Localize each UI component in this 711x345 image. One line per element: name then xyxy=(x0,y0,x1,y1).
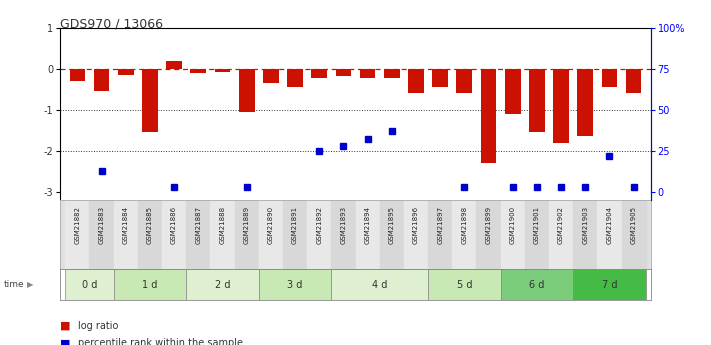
Text: 7 d: 7 d xyxy=(602,280,617,289)
Bar xyxy=(597,200,621,269)
Text: GSM21886: GSM21886 xyxy=(171,206,177,244)
Bar xyxy=(549,200,573,269)
Bar xyxy=(239,69,255,112)
Text: GSM21900: GSM21900 xyxy=(510,206,515,244)
Bar xyxy=(501,269,573,300)
Bar xyxy=(428,200,452,269)
Bar xyxy=(138,200,162,269)
Bar xyxy=(65,269,114,300)
Bar xyxy=(573,200,597,269)
Bar xyxy=(408,69,424,93)
Bar xyxy=(360,69,375,78)
Bar xyxy=(311,69,327,78)
Text: GDS970 / 13066: GDS970 / 13066 xyxy=(60,17,164,30)
Bar xyxy=(380,200,404,269)
Text: 6 d: 6 d xyxy=(529,280,545,289)
Bar xyxy=(481,69,496,163)
Bar xyxy=(602,69,617,87)
Text: percentile rank within the sample: percentile rank within the sample xyxy=(78,338,243,345)
Bar xyxy=(210,200,235,269)
Text: GSM21895: GSM21895 xyxy=(389,206,395,244)
Text: GSM21885: GSM21885 xyxy=(147,206,153,244)
Bar xyxy=(573,269,646,300)
Text: ▶: ▶ xyxy=(27,280,33,289)
Bar xyxy=(331,200,356,269)
Text: GSM21894: GSM21894 xyxy=(365,206,370,244)
Text: 2 d: 2 d xyxy=(215,280,230,289)
Bar xyxy=(166,61,182,69)
Text: GSM21884: GSM21884 xyxy=(123,206,129,244)
Text: ■: ■ xyxy=(60,321,71,331)
Text: GSM21905: GSM21905 xyxy=(631,206,636,244)
Text: GSM21883: GSM21883 xyxy=(99,206,105,244)
Text: 0 d: 0 d xyxy=(82,280,97,289)
Bar xyxy=(70,69,85,81)
Bar xyxy=(577,69,593,136)
Text: 1 d: 1 d xyxy=(142,280,158,289)
Bar xyxy=(384,69,400,78)
Bar xyxy=(215,69,230,72)
Bar xyxy=(90,200,114,269)
Bar xyxy=(94,69,109,91)
Bar xyxy=(621,200,646,269)
Bar xyxy=(336,69,351,76)
Text: time: time xyxy=(4,280,24,289)
Bar xyxy=(162,200,186,269)
Bar xyxy=(476,200,501,269)
Bar xyxy=(404,200,428,269)
Text: GSM21889: GSM21889 xyxy=(244,206,250,244)
Bar xyxy=(553,69,569,142)
Bar xyxy=(501,200,525,269)
Text: GSM21890: GSM21890 xyxy=(268,206,274,244)
Bar xyxy=(283,200,307,269)
Bar xyxy=(331,269,428,300)
Text: GSM21901: GSM21901 xyxy=(534,206,540,244)
Bar xyxy=(525,200,549,269)
Text: GSM21887: GSM21887 xyxy=(196,206,201,244)
Bar xyxy=(263,69,279,83)
Text: ■: ■ xyxy=(60,338,71,345)
Bar xyxy=(307,200,331,269)
Text: GSM21893: GSM21893 xyxy=(341,206,346,244)
Bar xyxy=(186,200,210,269)
Text: GSM21899: GSM21899 xyxy=(486,206,491,244)
Bar xyxy=(259,269,331,300)
Bar xyxy=(191,69,206,73)
Bar xyxy=(626,69,641,93)
Bar xyxy=(505,69,520,114)
Text: GSM21896: GSM21896 xyxy=(413,206,419,244)
Text: GSM21897: GSM21897 xyxy=(437,206,443,244)
Bar xyxy=(428,269,501,300)
Text: GSM21903: GSM21903 xyxy=(582,206,588,244)
Bar xyxy=(259,200,283,269)
Bar xyxy=(118,69,134,75)
Bar xyxy=(356,200,380,269)
Text: log ratio: log ratio xyxy=(78,321,119,331)
Bar xyxy=(529,69,545,132)
Bar xyxy=(114,269,186,300)
Bar xyxy=(114,200,138,269)
Bar xyxy=(65,200,90,269)
Text: GSM21892: GSM21892 xyxy=(316,206,322,244)
Text: 3 d: 3 d xyxy=(287,280,303,289)
Text: 5 d: 5 d xyxy=(456,280,472,289)
Bar xyxy=(452,200,476,269)
Bar xyxy=(456,69,472,93)
Bar xyxy=(186,269,259,300)
Bar xyxy=(287,69,303,87)
Text: GSM21891: GSM21891 xyxy=(292,206,298,244)
Text: GSM21904: GSM21904 xyxy=(606,206,612,244)
Text: 4 d: 4 d xyxy=(372,280,387,289)
Bar xyxy=(432,69,448,87)
Text: GSM21882: GSM21882 xyxy=(75,206,80,244)
Text: GSM21902: GSM21902 xyxy=(558,206,564,244)
Text: GSM21898: GSM21898 xyxy=(461,206,467,244)
Bar xyxy=(235,200,259,269)
Text: GSM21888: GSM21888 xyxy=(220,206,225,244)
Bar xyxy=(142,69,158,132)
